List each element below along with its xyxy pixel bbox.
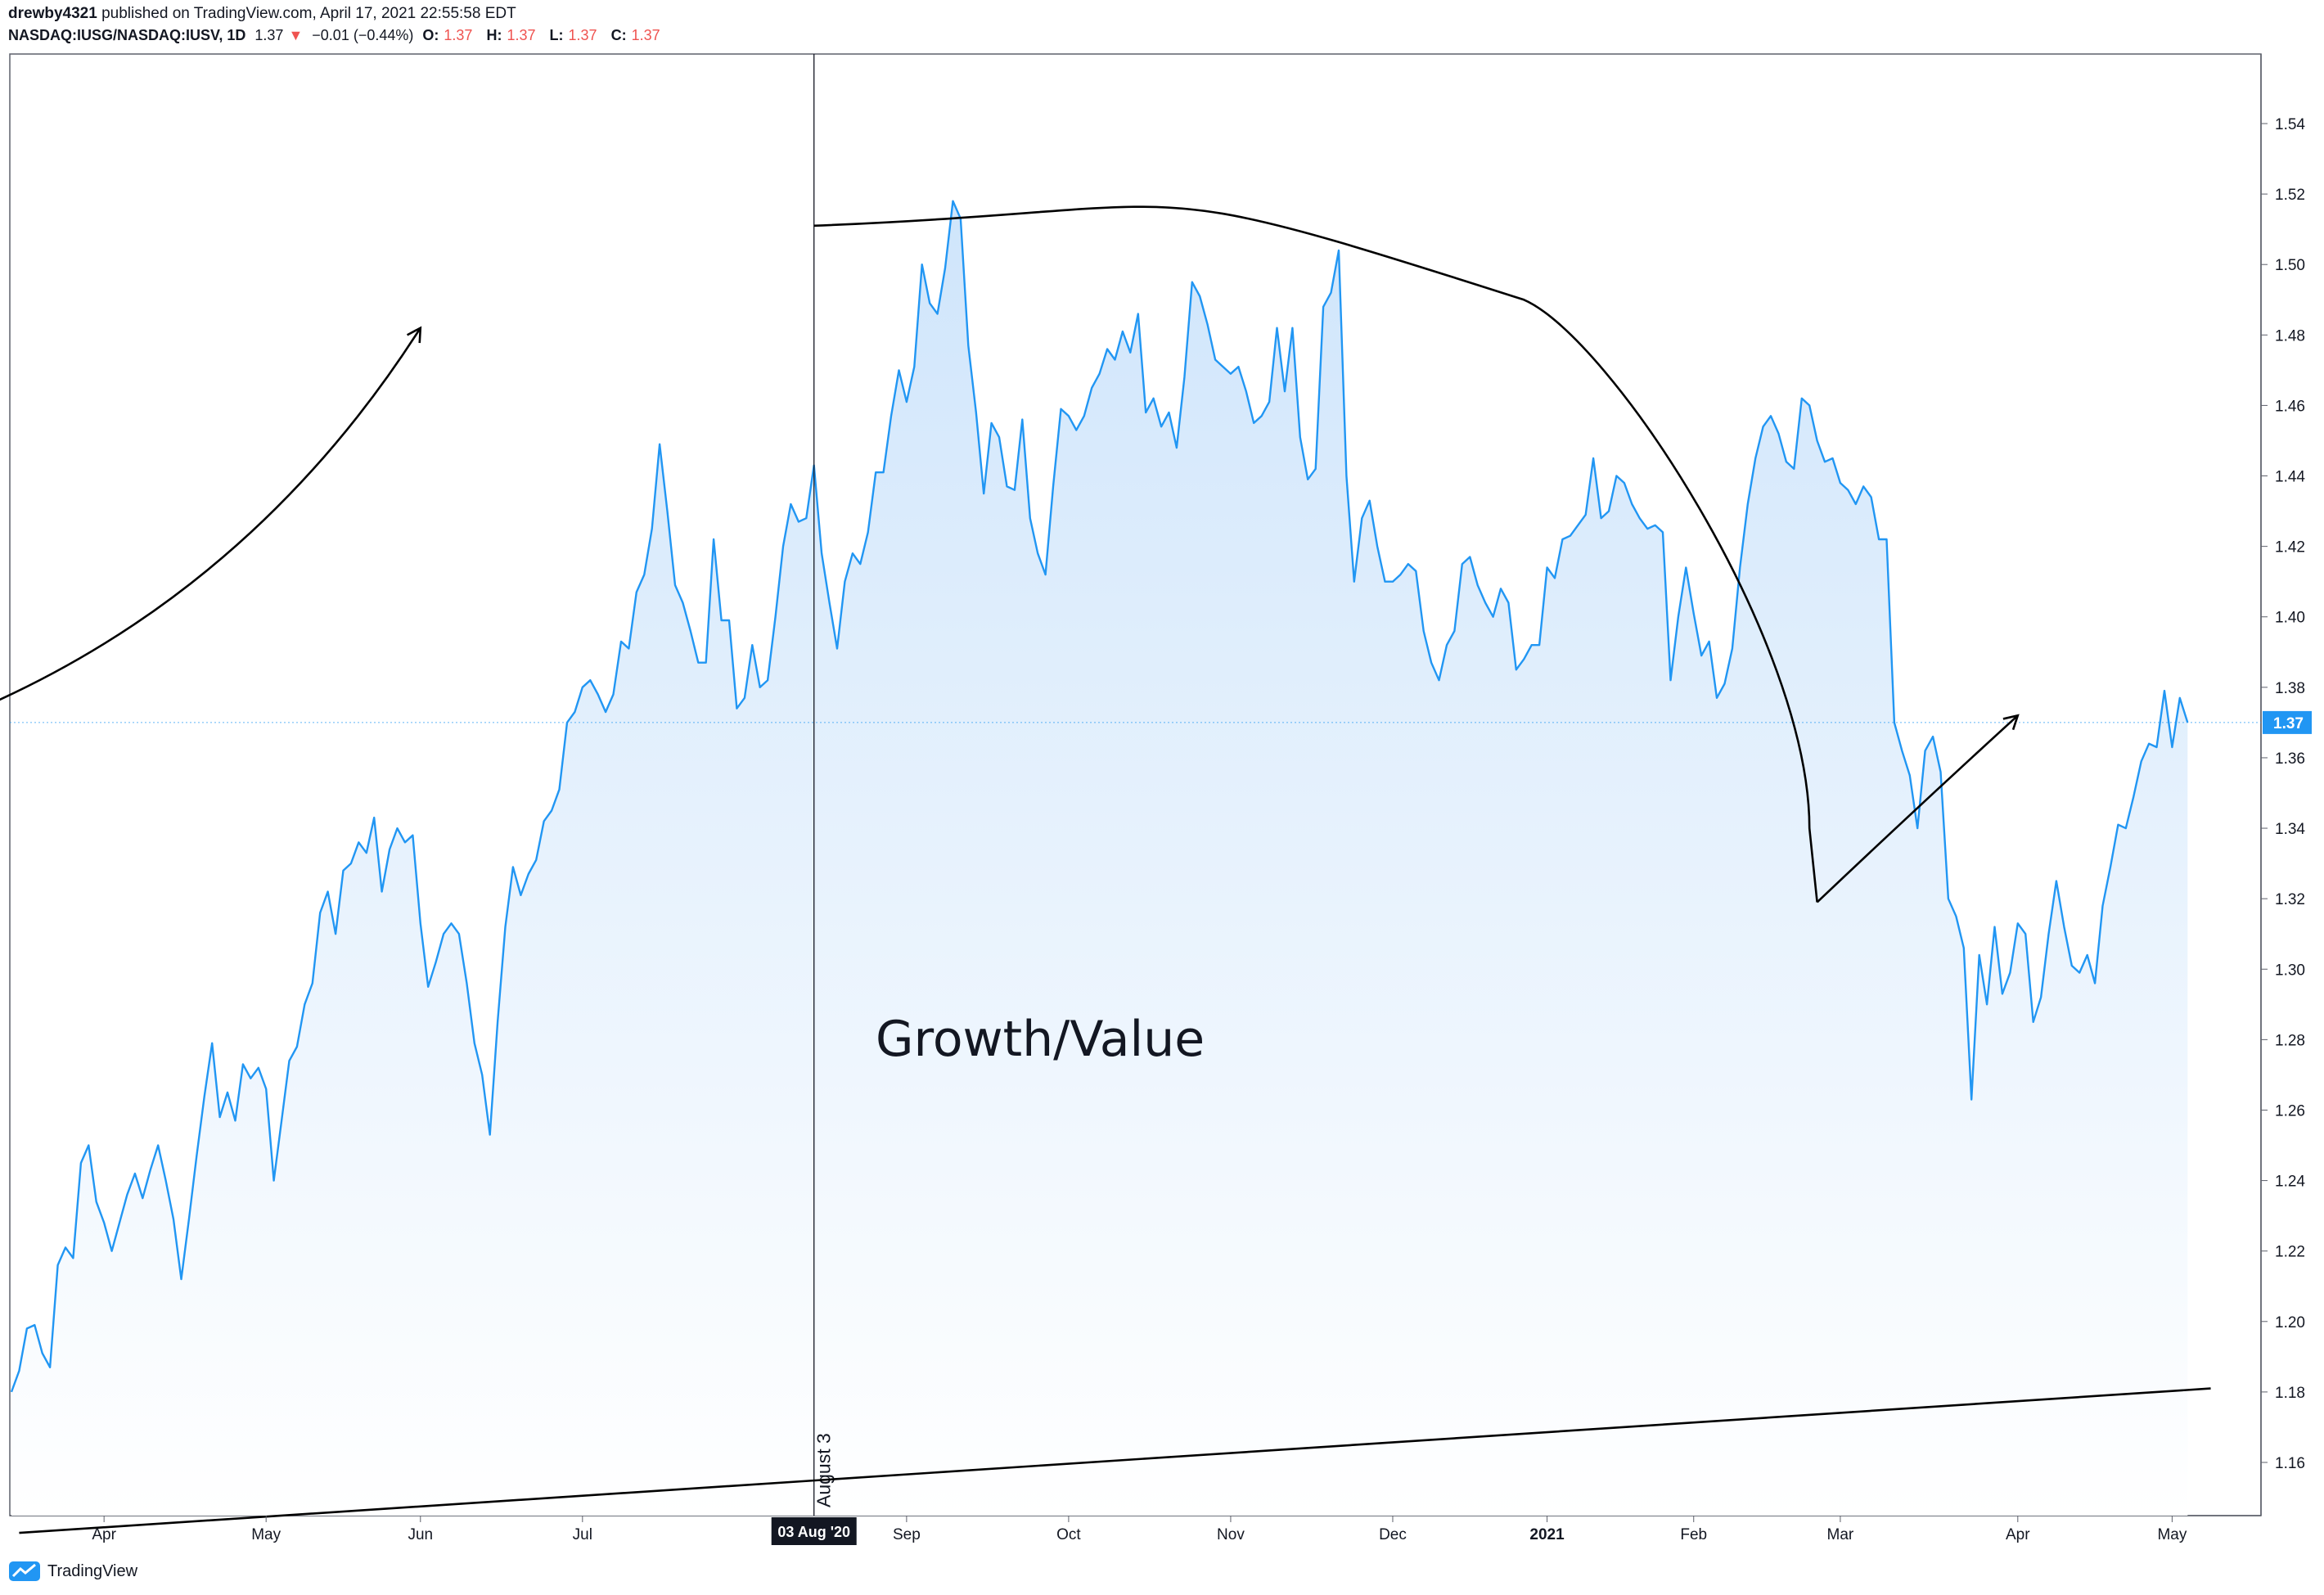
x-tick-label: Apr: [2006, 1526, 2030, 1543]
y-tick-label: 1.46: [2275, 398, 2305, 415]
area-series: [10, 200, 2189, 1516]
y-tick-label: 1.18: [2275, 1385, 2305, 1402]
price-axis[interactable]: 1.16 1.18 1.20 1.22 1.24 1.26 1.28 1.30 1.32 1.34…: [2261, 116, 2312, 1472]
trendline: [19, 1387, 2211, 1534]
y-tick-label: 1.50: [2275, 257, 2305, 274]
y-tick-label: 1.34: [2275, 821, 2305, 838]
low-key: L:: [549, 27, 564, 43]
x-tick-label: Feb: [1680, 1526, 1707, 1543]
arrow-2: [1816, 714, 2020, 903]
y-tick-label: 1.24: [2275, 1174, 2305, 1191]
y-tick-label: 1.48: [2275, 327, 2305, 345]
open-key: O:: [422, 27, 439, 43]
price-change: −0.01 (−0.44%): [312, 27, 414, 43]
x-tick-label: May: [251, 1526, 281, 1543]
y-tick-label: 1.44: [2275, 469, 2305, 486]
open-value: 1.37: [444, 27, 473, 43]
arrow-1: [0, 326, 422, 701]
area-fill: [11, 201, 2188, 1516]
y-tick-label: 1.26: [2275, 1102, 2305, 1120]
time-axis[interactable]: Apr May Jun Jul Sep Oct Nov Dec 2021 Feb Mar Apr May…: [92, 1516, 2187, 1545]
x-tick-label: Nov: [1217, 1526, 1245, 1543]
y-tick-label: 1.38: [2275, 680, 2305, 697]
price-line: [10, 200, 2189, 1393]
current-price-label: 1.37: [2273, 715, 2304, 732]
x-tick-label: Oct: [1056, 1526, 1081, 1543]
x-tick-label: Jul: [573, 1526, 592, 1543]
x-tick-label: Mar: [1827, 1526, 1854, 1543]
drawings: August 3 Growth/Value: [0, 54, 2261, 1534]
rounded-top-curve: [813, 205, 1818, 903]
y-tick-label: 1.52: [2275, 187, 2305, 204]
author-name[interactable]: drewby4321: [8, 5, 97, 22]
low-value: 1.37: [568, 27, 597, 43]
y-tick-label: 1.20: [2275, 1314, 2305, 1331]
high-value: 1.37: [507, 27, 536, 43]
y-tick-label: 1.28: [2275, 1032, 2305, 1049]
x-tick-label: Dec: [1379, 1526, 1407, 1543]
last-price: 1.37: [254, 27, 284, 43]
publish-info: drewby4321 published on TradingView.com,…: [8, 3, 2324, 25]
ohlc-legend: NASDAQ:IUSG/NASDAQ:IUSV, 1D 1.37 ▼ −0.01 …: [8, 25, 2324, 46]
y-tick-label: 1.40: [2275, 610, 2305, 627]
x-tick-label: Jun: [408, 1526, 433, 1543]
high-key: H:: [486, 27, 502, 43]
y-tick-label: 1.54: [2275, 116, 2305, 133]
x-tick-label: Apr: [92, 1526, 116, 1543]
high-label: H: 1.37: [486, 27, 540, 43]
y-tick-label: 1.36: [2275, 750, 2305, 768]
open-label: O: 1.37: [422, 27, 477, 43]
y-tick-label: 1.32: [2275, 891, 2305, 908]
footer: TradingView: [8, 1557, 137, 1585]
publish-date: published on TradingView.com, April 17, …: [101, 5, 516, 22]
close-value: 1.37: [631, 27, 660, 43]
y-tick-label: 1.30: [2275, 962, 2305, 979]
chart-header: drewby4321 published on TradingView.com,…: [8, 3, 2324, 49]
crosshair-date-tag: [771, 1517, 857, 1545]
crosshair-annotation: August 3: [813, 1433, 835, 1507]
tradingview-logo-icon: [9, 1561, 40, 1581]
down-triangle-icon: ▼: [288, 27, 304, 43]
crosshair-date-label: 03 Aug '20: [777, 1524, 850, 1540]
current-price-tag: [2263, 710, 2312, 734]
x-tick-label: May: [2157, 1526, 2187, 1543]
close-key: C:: [610, 27, 627, 43]
y-tick-label: 1.16: [2275, 1455, 2305, 1472]
x-tick-label: Sep: [893, 1526, 921, 1543]
tradingview-brand[interactable]: TradingView: [47, 1561, 138, 1580]
close-label: C: 1.37: [611, 27, 665, 43]
y-tick-label: 1.42: [2275, 539, 2305, 556]
low-label: L: 1.37: [550, 27, 602, 43]
y-tick-label: 1.22: [2275, 1244, 2305, 1261]
annotation-growth-value: Growth/Value: [876, 1011, 1205, 1068]
symbol-label[interactable]: NASDAQ:IUSG/NASDAQ:IUSV, 1D: [8, 27, 246, 43]
x-tick-label: 2021: [1529, 1526, 1565, 1543]
